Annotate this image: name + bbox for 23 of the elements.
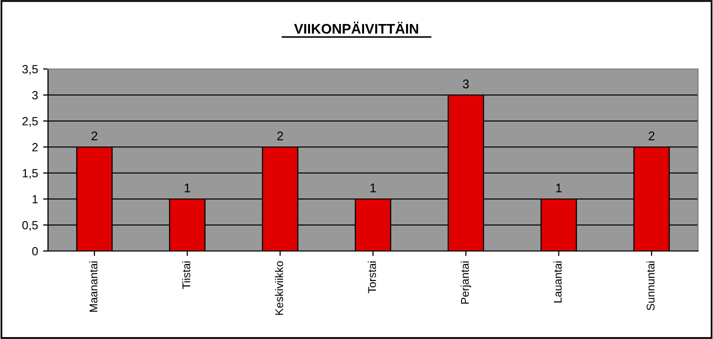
y-tick-label: 3,5: [22, 65, 38, 75]
x-tick-label: Lauantai: [554, 261, 562, 302]
y-tick-label: 1,5: [22, 169, 38, 179]
x-tick-label: Keskiviikko: [274, 261, 284, 315]
y-tick-label: 1: [32, 195, 38, 204]
data-label: 2: [277, 132, 283, 140]
x-tick-label: Sunnuntai: [646, 261, 655, 310]
chart-title: VIIKONPÄIVITTÄIN: [294, 22, 418, 34]
data-label: 2: [648, 132, 654, 140]
y-tick-label: 2: [32, 143, 38, 152]
data-label: 1: [556, 184, 562, 192]
x-tick-label: Maanantai: [89, 261, 98, 312]
data-label: 1: [184, 184, 190, 192]
x-tick-label: Perjantai: [460, 261, 472, 304]
x-tick-label: Tiistai: [182, 261, 190, 290]
x-tick-label: Torstai: [368, 261, 376, 294]
y-tick-label: 3: [32, 91, 38, 100]
data-label: 2: [92, 132, 98, 140]
y-tick-label: 0: [32, 247, 38, 256]
data-label: 1: [370, 184, 376, 192]
y-tick-label: 2,5: [22, 117, 38, 127]
y-tick-label: 0,5: [22, 221, 38, 231]
data-label: 3: [462, 80, 469, 88]
